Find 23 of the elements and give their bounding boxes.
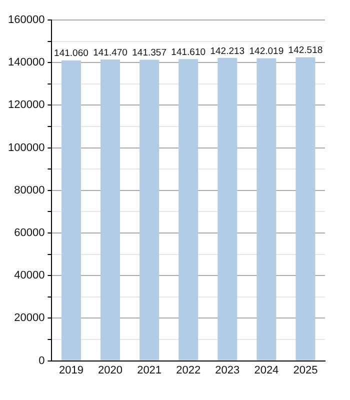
data-label: 141.470 [93,47,128,58]
data-label: 142.019 [249,46,284,58]
y-tick-label: 100000 [8,142,45,154]
data-label: 142.518 [288,45,323,56]
y-tick-label: 60000 [14,227,45,240]
y-tick-label: 80000 [14,184,45,196]
x-tick-label: 2021 [137,364,162,376]
y-tick-label: 20000 [14,312,45,324]
y-tick-label: 40000 [14,270,45,282]
x-tick-label: 2023 [215,364,240,376]
data-label: 141.357 [132,48,166,59]
y-tick-label: 0 [38,354,45,367]
data-label: 141.610 [171,47,206,58]
y-tick-label: 140000 [8,56,45,69]
x-tick-label: 2025 [293,364,318,376]
x-tick-label: 2019 [58,364,84,376]
data-label: 141.060 [54,48,88,60]
y-tick-label: 120000 [8,99,45,112]
x-tick-label: 2024 [254,364,279,376]
x-tick-label: 2020 [98,364,123,376]
y-tick-label: 160000 [8,14,45,26]
data-label: 142.213 [210,46,245,57]
x-tick-label: 2022 [176,364,201,376]
